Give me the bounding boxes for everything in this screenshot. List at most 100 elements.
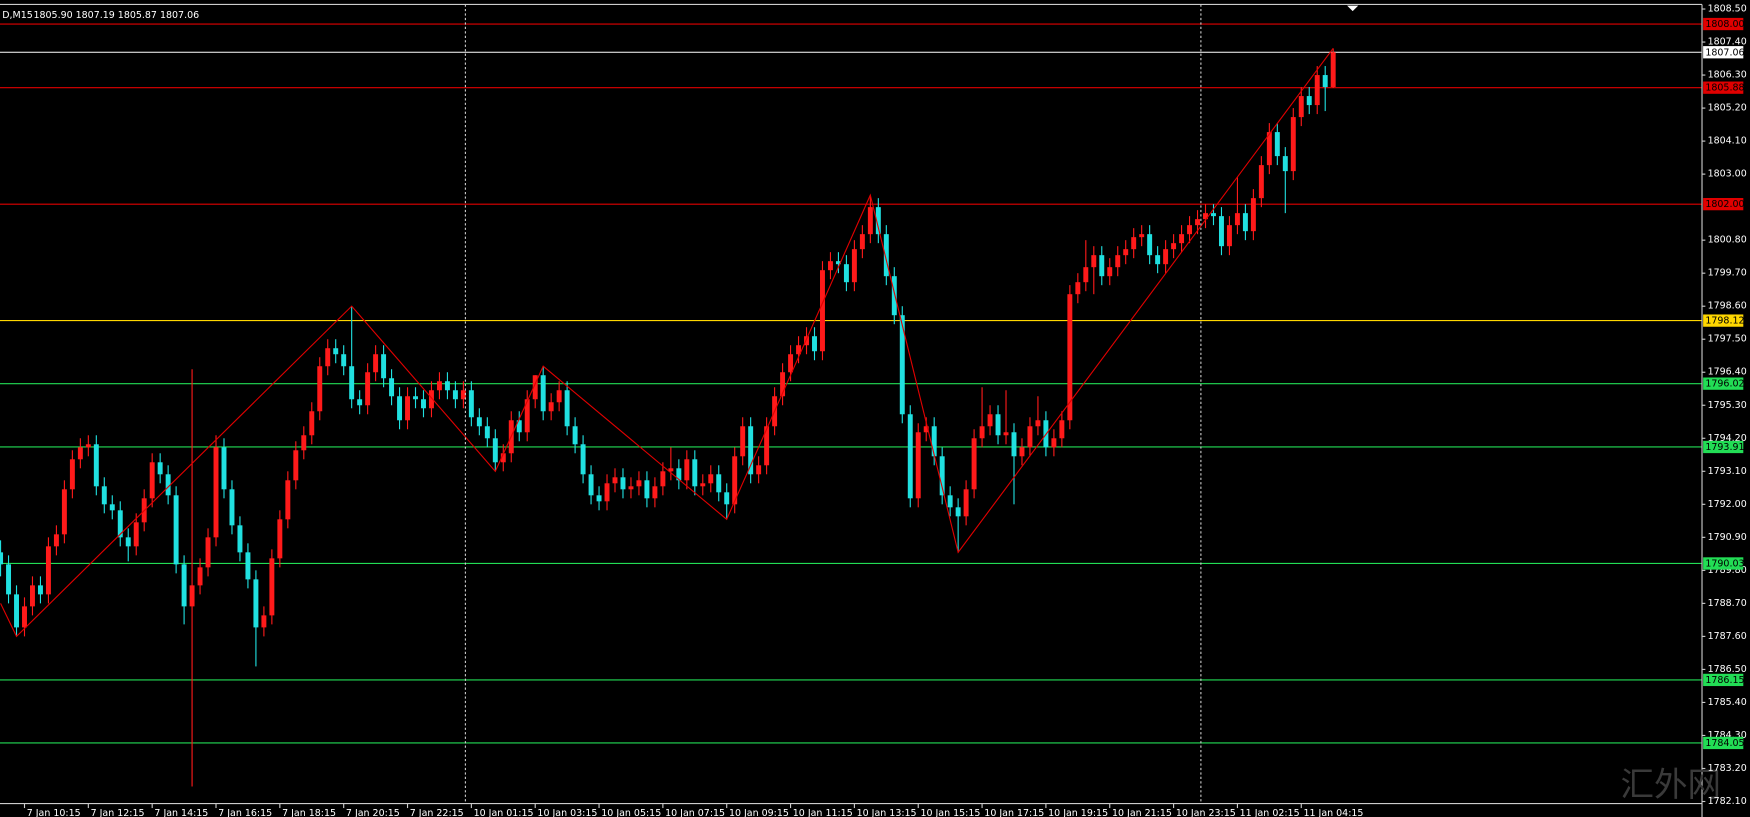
candle-body	[676, 468, 682, 481]
candle-body	[588, 474, 594, 496]
level-label: 1798.12	[1705, 316, 1744, 327]
candle-body	[1187, 225, 1193, 235]
candle-body	[1147, 234, 1153, 256]
x-tick-label: 10 Jan 19:15	[1048, 808, 1108, 817]
candle-body	[261, 615, 267, 628]
candle-body	[1290, 117, 1296, 172]
candle-body	[413, 396, 418, 400]
candle-body	[1330, 52, 1336, 88]
candle-body	[1067, 294, 1073, 421]
x-tick-label: 7 Jan 20:15	[346, 808, 400, 817]
candle-body	[644, 480, 650, 499]
candle-body	[173, 495, 179, 565]
candle-body	[61, 489, 67, 535]
y-tick-label: 1782.10	[1708, 796, 1747, 807]
candle-body	[69, 459, 75, 490]
y-tick-label: 1789.80	[1708, 565, 1747, 576]
y-tick-label: 1803.00	[1708, 169, 1747, 180]
y-tick-label: 1807.40	[1708, 37, 1747, 48]
y-tick-label: 1788.70	[1708, 598, 1747, 609]
candle-body	[149, 462, 155, 499]
candle-body	[955, 507, 961, 517]
candle-body	[197, 567, 203, 586]
candle-body	[652, 486, 658, 499]
candle-body	[1083, 267, 1089, 283]
x-tick-label: 10 Jan 13:15	[857, 808, 917, 817]
candle-body	[700, 483, 706, 487]
candle-body	[229, 489, 235, 526]
y-tick-label: 1800.80	[1708, 235, 1747, 246]
level-label-box	[1703, 557, 1744, 570]
candle-body	[1298, 96, 1304, 118]
candle-body	[1226, 225, 1232, 247]
level-label: 1784.05	[1705, 738, 1744, 749]
candle-body	[245, 552, 251, 580]
candle-body	[1163, 249, 1169, 265]
zigzag-line	[0, 48, 1334, 638]
candle-body	[405, 396, 411, 421]
candle-body	[931, 426, 937, 457]
candle-body	[1075, 282, 1081, 295]
x-tick-label: 10 Jan 09:15	[729, 808, 789, 817]
candle-body	[556, 390, 562, 403]
level-label-box	[1703, 440, 1744, 454]
candle-body	[987, 414, 993, 427]
candle-body	[165, 474, 171, 496]
x-tick-label: 10 Jan 11:15	[793, 808, 853, 817]
candle-body	[1179, 234, 1185, 244]
candle-body	[30, 585, 35, 607]
level-label: 1805.88	[1705, 83, 1744, 94]
candle-body	[1011, 432, 1017, 457]
candle-body	[939, 456, 945, 496]
candle-body	[1258, 165, 1264, 199]
candle-body	[915, 432, 921, 499]
x-tick-label: 7 Jan 16:15	[218, 808, 272, 817]
candle-body	[365, 372, 371, 406]
candle-body	[317, 366, 323, 412]
candle-body	[77, 447, 83, 460]
level-label: 1786.15	[1705, 675, 1744, 686]
candle-body	[995, 414, 1001, 436]
candle-body	[971, 438, 977, 490]
candle-body	[1155, 255, 1161, 265]
candle-body	[1306, 96, 1312, 106]
shift-marker	[1347, 5, 1359, 12]
candle-body	[899, 315, 905, 415]
candle-body	[1274, 132, 1280, 157]
candle-body	[827, 261, 833, 271]
candle-body	[1266, 132, 1272, 166]
x-tick-label: 10 Jan 01:15	[474, 808, 534, 817]
candle-body	[812, 336, 817, 352]
candle-body	[748, 426, 754, 475]
candle-body	[1218, 216, 1224, 247]
y-tick-label: 1806.30	[1708, 70, 1747, 81]
candle-body	[580, 444, 586, 475]
candle-body	[564, 390, 570, 427]
y-tick-label: 1799.70	[1708, 268, 1747, 279]
candle-body	[1195, 219, 1201, 226]
level-label: 1808.00	[1705, 19, 1744, 30]
candle-body	[907, 414, 913, 499]
candle-body	[53, 534, 59, 547]
candle-body	[780, 372, 786, 397]
candle-body	[668, 468, 674, 472]
candle-body	[1314, 75, 1320, 106]
x-tick-label: 7 Jan 22:15	[410, 808, 464, 817]
level-label-box	[1703, 736, 1744, 750]
candle-body	[548, 402, 554, 412]
candle-body	[1003, 432, 1009, 436]
candle-body	[6, 564, 12, 595]
candle-body	[101, 486, 107, 505]
candle-body	[421, 399, 426, 409]
candle-body	[963, 489, 969, 517]
candle-body	[389, 378, 395, 397]
chart-subtitle: 1805.90 1807.19 1805.87 1807.06	[33, 10, 199, 21]
candle-body	[524, 399, 530, 433]
candle-body	[1035, 420, 1041, 427]
level-label-box	[1703, 17, 1744, 31]
x-tick-label: 7 Jan 14:15	[154, 808, 208, 817]
candle-body	[628, 486, 634, 490]
level-label-box	[1703, 81, 1744, 94]
y-tick-label: 1796.40	[1708, 367, 1747, 378]
